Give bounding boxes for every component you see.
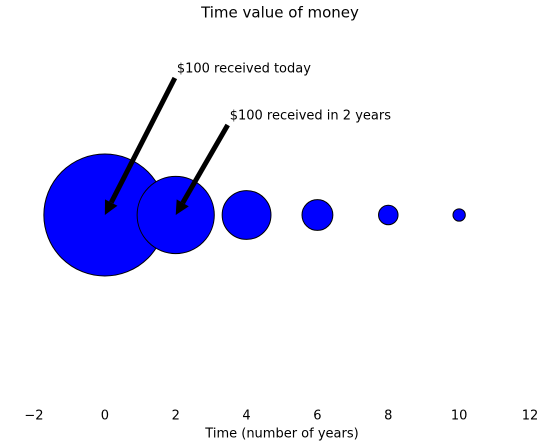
x-tick-label: 12 [522, 409, 539, 424]
bubble [221, 190, 272, 240]
bubble [378, 204, 399, 226]
x-tick-label: 6 [313, 409, 321, 424]
x-tick-label: 10 [451, 409, 468, 424]
x-tick-label: 8 [384, 409, 392, 424]
annotation-text: $100 received today [177, 62, 311, 77]
chart-title: Time value of money [200, 4, 359, 22]
bubble [452, 208, 466, 222]
annotation-arrow [180, 123, 230, 205]
annotation-arrowhead [104, 199, 118, 215]
x-tick-label: −2 [24, 409, 43, 424]
annotation-arrowhead [175, 199, 189, 215]
x-axis-label: Time (number of years) [204, 427, 358, 442]
x-tick-label: 0 [101, 409, 109, 424]
x-tick-label: 2 [172, 409, 180, 424]
annotation-text: $100 received in 2 years [230, 109, 391, 124]
bubble [301, 199, 334, 231]
annotation-arrow [109, 76, 178, 204]
x-tick-label: 4 [242, 409, 250, 424]
